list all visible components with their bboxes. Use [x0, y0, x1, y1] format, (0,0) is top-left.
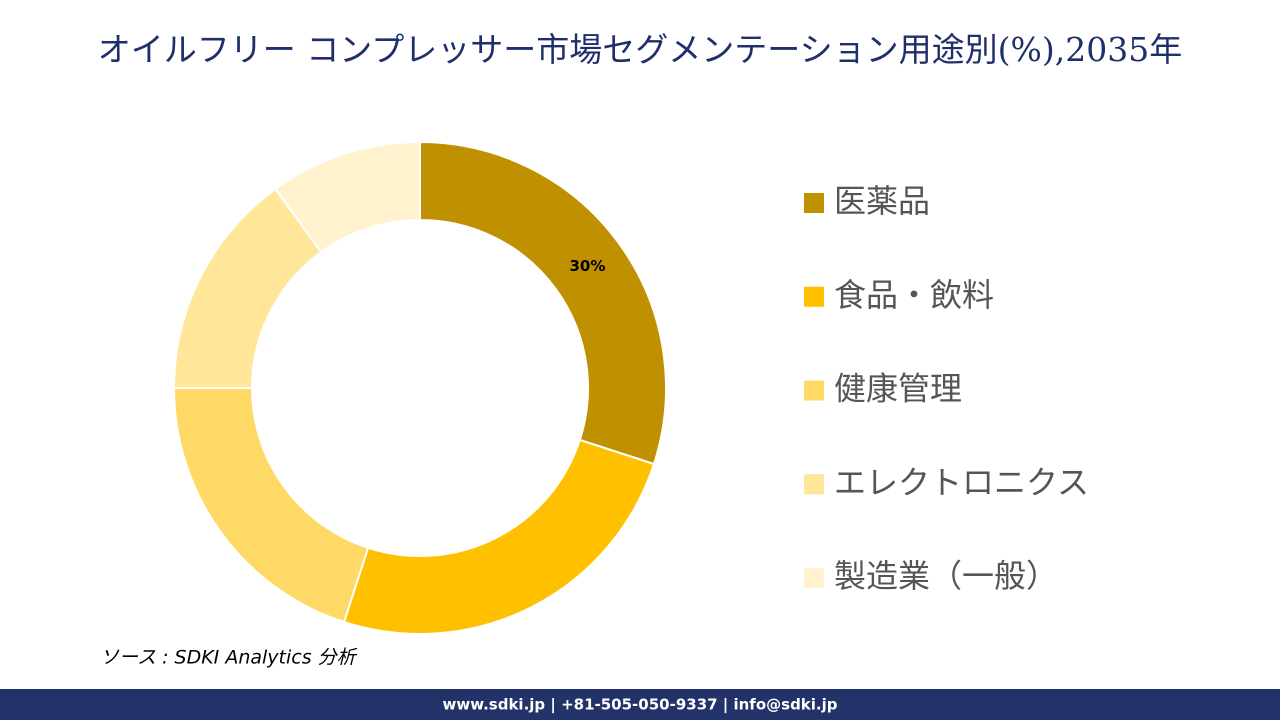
- legend-swatch: [804, 568, 824, 588]
- legend-swatch: [804, 193, 824, 213]
- donut-segment: [274, 140, 421, 254]
- footer: www.sdki.jp | +81-505-050-9337 | info@sd…: [442, 696, 837, 715]
- legend-label: 製造業（一般）: [834, 557, 1058, 595]
- legend-label: 食品・飲料: [834, 276, 994, 314]
- footer-band: [0, 689, 1280, 720]
- legend-label: エレクトロニクス: [834, 463, 1089, 501]
- legend-label: 医薬品: [834, 182, 930, 220]
- legend-label: 健康管理: [834, 370, 962, 408]
- legend-swatch: [804, 286, 824, 307]
- donut-segment: [342, 438, 656, 635]
- legend-swatch: [804, 474, 824, 495]
- chart-title: オイルフリー コンプレッサー市場セグメンテーション用途別(%),2035年: [98, 30, 1182, 69]
- legend-swatch: [804, 380, 824, 401]
- data-label: 30%: [570, 257, 606, 275]
- donut-segment: [172, 387, 370, 624]
- donut-segment: [419, 140, 667, 466]
- source: ソース : SDKI Analytics 分析: [100, 647, 358, 669]
